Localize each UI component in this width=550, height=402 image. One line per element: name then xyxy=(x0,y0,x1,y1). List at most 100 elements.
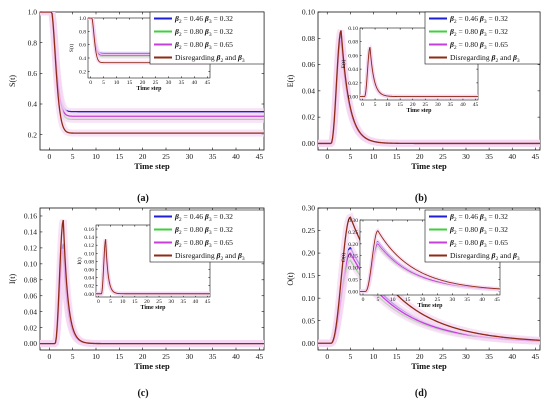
inset-xtick-label: 40 xyxy=(460,102,466,108)
main-xlabel: Time step xyxy=(411,361,447,371)
main-ytick-label: 0.20 xyxy=(302,249,315,258)
inset-xtick-label: 15 xyxy=(405,297,411,303)
legend-text-part: = 0.80 xyxy=(457,225,480,234)
legend-text-part: β xyxy=(479,212,484,221)
main-xlabel: Time step xyxy=(411,161,447,171)
main-xtick-label: 35 xyxy=(209,352,217,361)
main-legend-box xyxy=(424,209,541,263)
inset-series-disreg xyxy=(360,47,478,98)
inset-xtick-label: 40 xyxy=(479,297,485,303)
inset-xtick-label: 45 xyxy=(205,80,211,86)
main-xtick-label: 35 xyxy=(485,352,493,361)
legend-text-part: Disregarding xyxy=(450,251,492,260)
main-ytick-label: 0.04 xyxy=(24,307,37,316)
main-legend-label: β2 = 0.46 β3 = 0.32 xyxy=(174,14,233,25)
main-xtick-label: 15 xyxy=(116,152,124,161)
inset-ytick-label: 0.02 xyxy=(84,284,94,290)
legend-text-part: 2 xyxy=(495,58,498,64)
legend-text-part: = 0.32 xyxy=(212,27,234,36)
legend-text-part: β xyxy=(204,27,209,36)
legend-text-part: β xyxy=(237,251,242,260)
inset-ytick-label: 0.00 xyxy=(348,289,358,295)
legend-text-part: β xyxy=(491,53,496,62)
main-xtick-label: 0 xyxy=(47,352,51,361)
inset-ylabel: I(t) xyxy=(76,257,83,264)
main-ytick-label: 0.02 xyxy=(24,323,37,332)
inset-xtick-label: 30 xyxy=(168,299,174,305)
inset-xtick-label: 20 xyxy=(144,299,150,305)
main-xtick-label: 25 xyxy=(162,352,170,361)
legend-text-part: 2 xyxy=(454,32,457,38)
main-xtick-label: 35 xyxy=(485,152,493,161)
legend-text-part: β xyxy=(216,53,221,62)
legend-text-part: β xyxy=(204,212,209,221)
inset-ylabel: O(t) xyxy=(340,253,347,262)
main-ytick-label: 0.00 xyxy=(302,339,315,348)
legend-text-part: = 0.32 xyxy=(212,225,234,234)
main-xtick-label: 40 xyxy=(232,152,240,161)
main-series-b046 xyxy=(40,12,264,113)
inset-xlabel: Time step xyxy=(406,108,432,114)
legend-text-part: = 0.32 xyxy=(487,212,509,221)
main-ytick-label: 0.00 xyxy=(302,139,315,148)
inset-xtick-label: 10 xyxy=(120,299,126,305)
legend-text-part: 3 xyxy=(484,19,487,25)
legend-text-part: and xyxy=(498,251,513,260)
inset-ytick-label: 0.06 xyxy=(348,53,358,59)
legend-text-part: 2 xyxy=(220,58,223,64)
main-ytick-label: 0.15 xyxy=(302,271,315,280)
legend-text-part: 3 xyxy=(484,32,487,38)
inset-series-group xyxy=(360,227,500,294)
main-xlabel: Time step xyxy=(134,161,170,171)
inset-xtick-label: 45 xyxy=(205,299,211,305)
main-xtick-label: 40 xyxy=(232,352,240,361)
inset-series-disreg xyxy=(96,239,210,295)
legend-text-part: β xyxy=(512,251,517,260)
legend-text-part: β xyxy=(479,14,484,23)
legend-text-part: = 0.80 xyxy=(457,27,480,36)
main-series-group xyxy=(40,219,264,348)
legend-text-part: 2 xyxy=(454,217,457,223)
legend-text-part: 3 xyxy=(517,256,520,262)
legend-text-part: β xyxy=(174,27,179,36)
main-xtick-label: 25 xyxy=(439,352,447,361)
main-legend-label: β2 = 0.80 β3 = 0.65 xyxy=(449,238,508,249)
main-ytick-label: 0.12 xyxy=(24,243,37,252)
legend-text-part: β xyxy=(174,40,179,49)
main-xtick-label: 45 xyxy=(256,352,264,361)
inset-ytick-label: 1.0 xyxy=(79,16,86,22)
main-legend-label: β2 = 0.46 β3 = 0.32 xyxy=(449,212,508,223)
main-xtick-label: 20 xyxy=(416,152,424,161)
main-xtick-label: 15 xyxy=(393,352,401,361)
inset-xtick-label: 30 xyxy=(435,102,441,108)
main-xlabel: Time step xyxy=(134,361,170,371)
legend-text-part: = 0.46 xyxy=(457,14,480,23)
legend-text-part: = 0.80 xyxy=(182,40,205,49)
legend-text-part: 3 xyxy=(484,45,487,51)
main-legend-label: β2 = 0.80 β3 = 0.32 xyxy=(449,225,508,236)
legend-text-part: 2 xyxy=(179,32,182,38)
inset-xtick-label: 25 xyxy=(422,102,428,108)
inset-ylabel: E(t) xyxy=(340,60,347,69)
main-legend-box xyxy=(424,11,541,65)
inset-xtick-label: 20 xyxy=(140,80,146,86)
legend-text-part: 3 xyxy=(484,243,487,249)
legend-text-part: 3 xyxy=(484,217,487,223)
legend-text-part: and xyxy=(223,53,238,62)
legend-text-part: = 0.65 xyxy=(212,238,234,247)
inset-xtick-label: 0 xyxy=(362,297,365,303)
legend-text-part: β xyxy=(479,27,484,36)
main-legend-label: β2 = 0.46 β3 = 0.32 xyxy=(174,212,233,223)
main-xtick-label: 30 xyxy=(462,152,470,161)
legend-text-part: β xyxy=(204,14,209,23)
legend-text-part: 3 xyxy=(242,58,245,64)
main-xtick-label: 45 xyxy=(532,152,540,161)
panel-label: (b) xyxy=(415,193,427,204)
main-ytick-label: 0.06 xyxy=(24,291,37,300)
main-series-group xyxy=(318,212,540,347)
inset-xtick-label: 25 xyxy=(153,80,159,86)
panel-label: (a) xyxy=(137,193,149,204)
legend-text-part: 2 xyxy=(495,256,498,262)
legend-text-part: Disregarding xyxy=(450,53,492,62)
legend-text-part: β xyxy=(449,14,454,23)
